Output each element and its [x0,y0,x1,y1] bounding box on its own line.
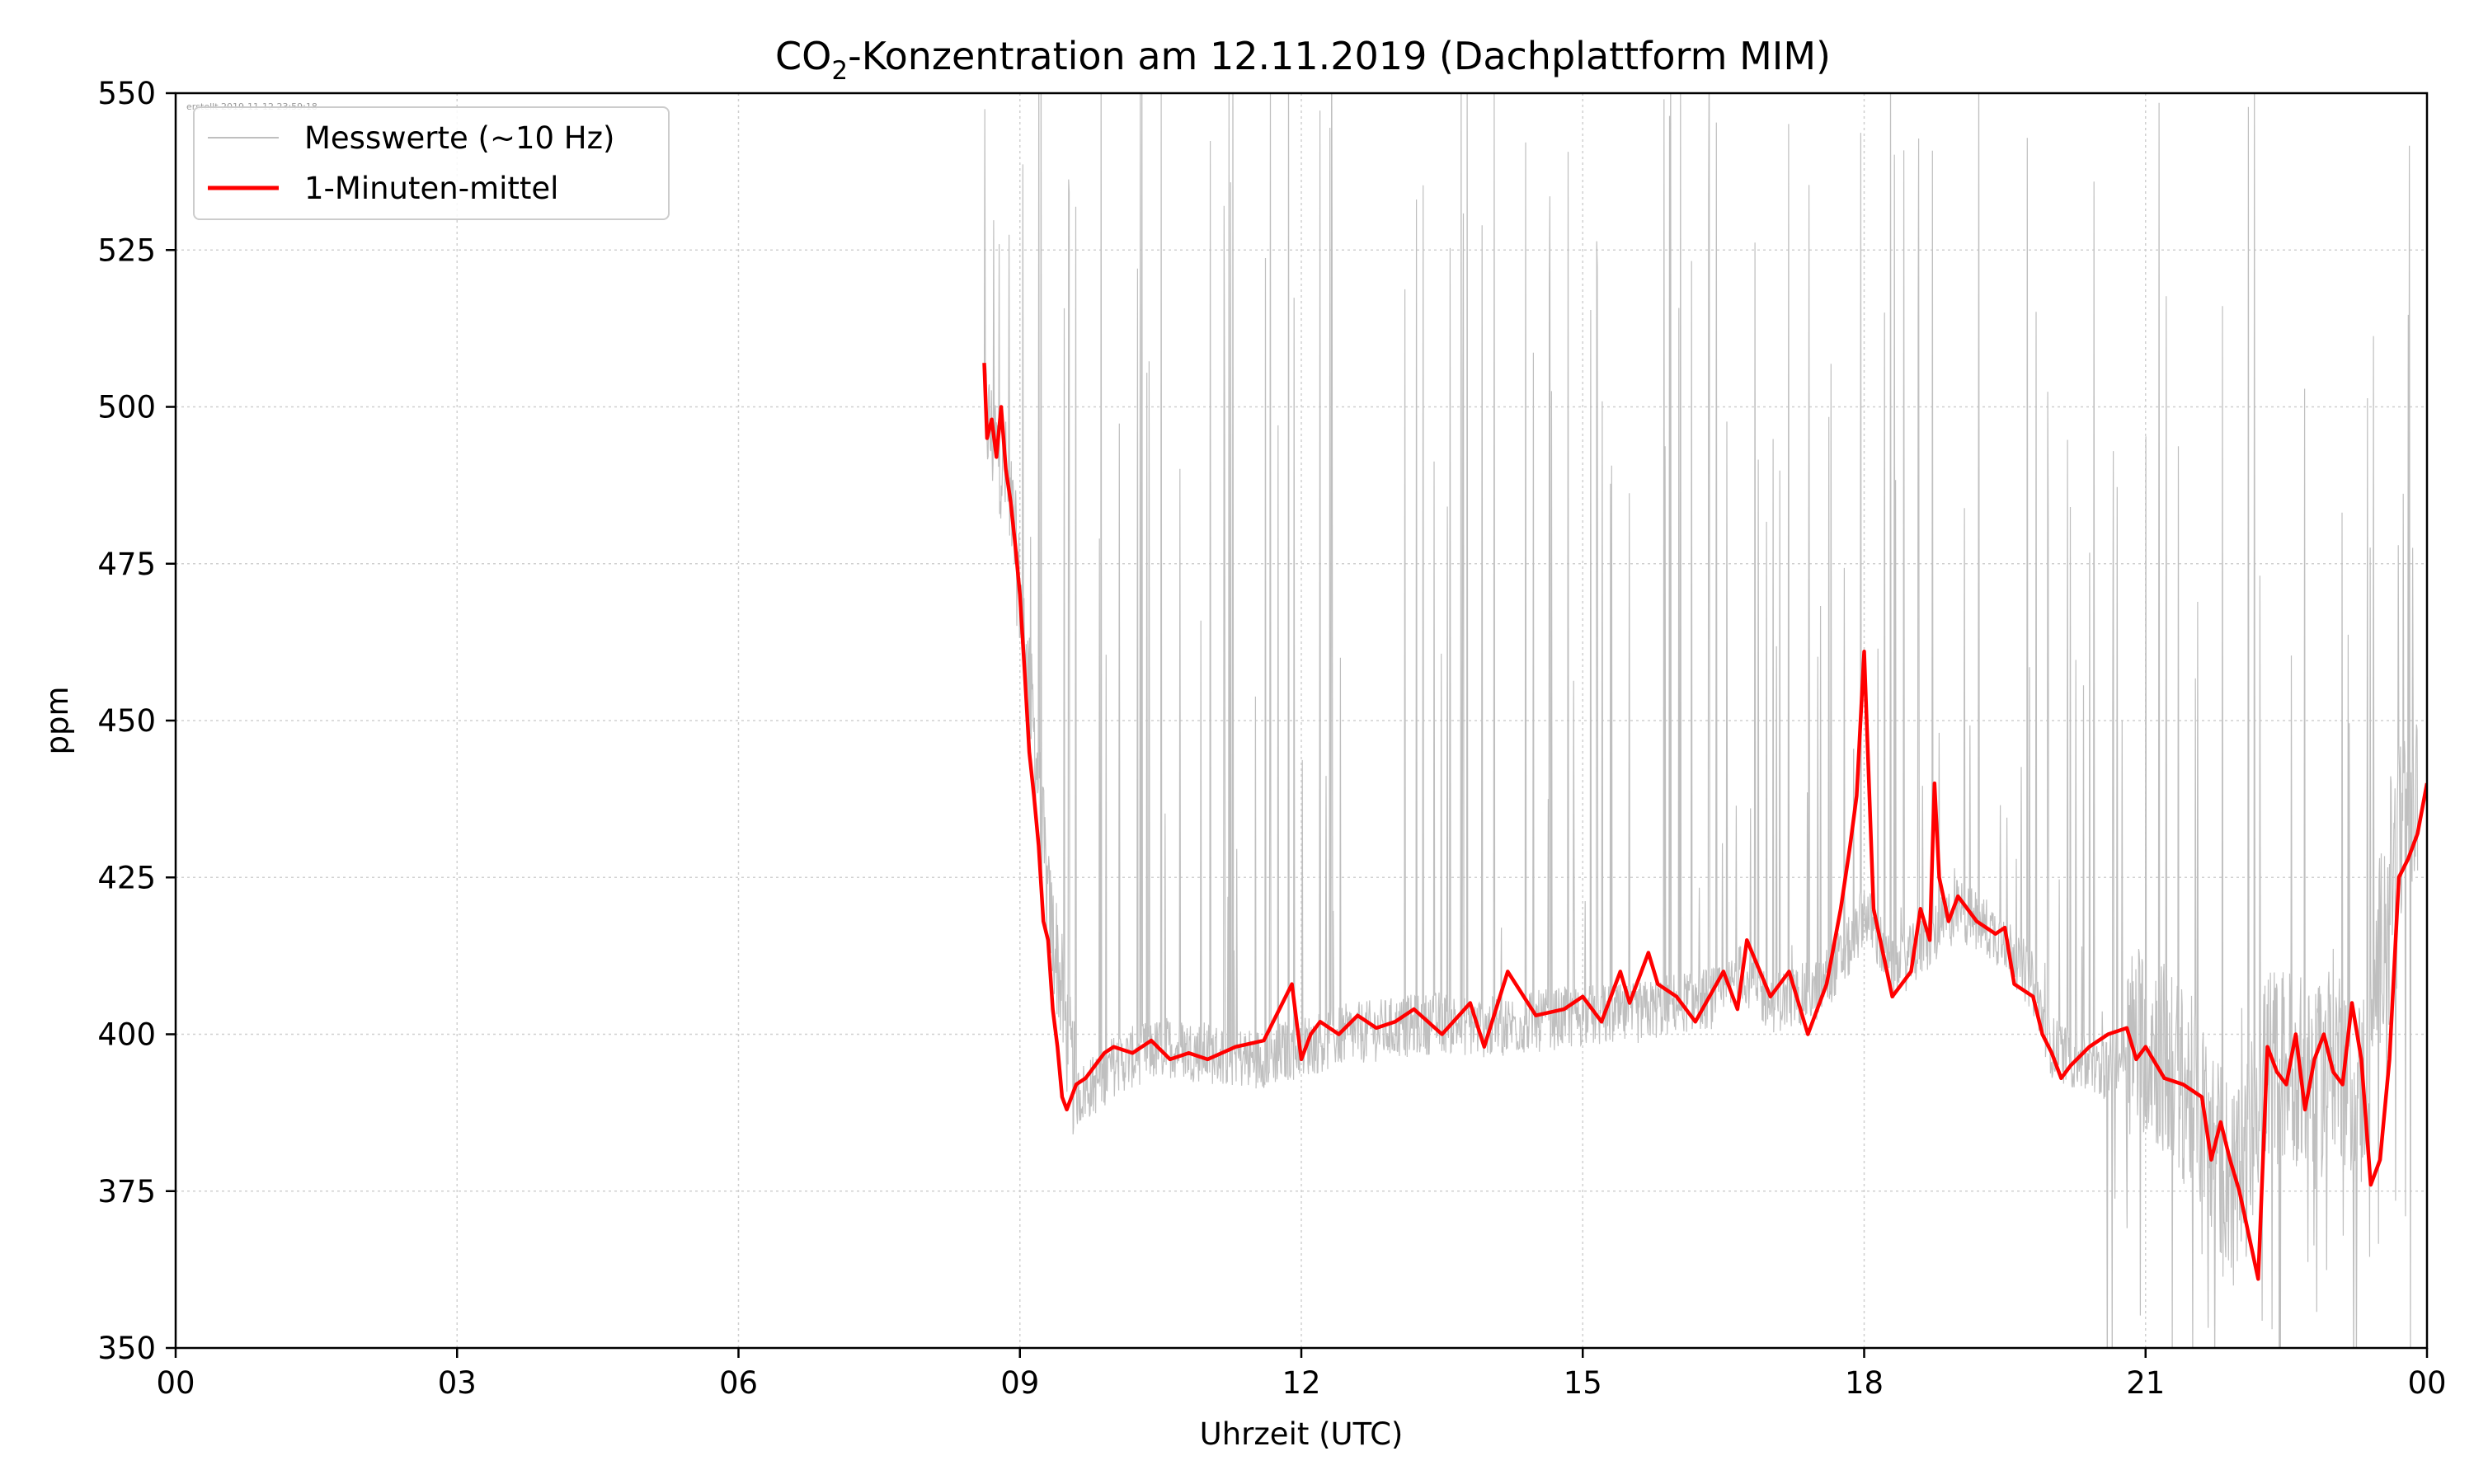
y-tick-label: 550 [97,76,156,111]
data-layer [982,93,2427,1348]
series-minutenmittel-line [982,363,2427,1281]
x-tick-label: 21 [2126,1365,2165,1401]
y-tick-label: 375 [97,1174,156,1209]
y-tick-label: 500 [97,390,156,425]
x-tick-label: 15 [1564,1365,1602,1401]
y-axis-label: ppm [40,686,75,754]
legend-label-messwerte: Messwerte (~10 Hz) [304,120,614,156]
chart-title-subscript: 2 [831,56,848,86]
legend-box [193,106,670,220]
ticks-layer: 00 03 06 09 12 15 18 21 003503754004254504755005… [97,76,2446,1401]
chart-title-prefix: CO [775,34,831,78]
legend: Messwerte (~10 Hz) 1-Minuten-mittel [193,106,670,220]
chart-title: CO2-Konzentration am 12.11.2019 (Dachpla… [775,34,1831,86]
y-tick-label: 475 [97,547,156,582]
legend-label-minutenmittel: 1-Minuten-mittel [304,171,558,206]
x-tick-label: 00 [2407,1365,2446,1401]
x-tick-label: 12 [1282,1365,1320,1401]
chart-title-suffix: -Konzentration am 12.11.2019 (Dachplattf… [848,34,1831,78]
y-tick-label: 450 [97,703,156,739]
y-tick-label: 350 [97,1331,156,1366]
series-messwerte-line [983,93,2419,1348]
x-tick-label: 03 [438,1365,477,1401]
y-tick-label: 400 [97,1017,156,1053]
x-axis-label: Uhrzeit (UTC) [1200,1416,1404,1452]
x-tick-label: 18 [1845,1365,1884,1401]
y-tick-label: 525 [97,232,156,268]
x-tick-label: 06 [719,1365,758,1401]
x-tick-label: 00 [156,1365,195,1401]
y-tick-label: 425 [97,860,156,895]
x-tick-label: 09 [1000,1365,1039,1401]
